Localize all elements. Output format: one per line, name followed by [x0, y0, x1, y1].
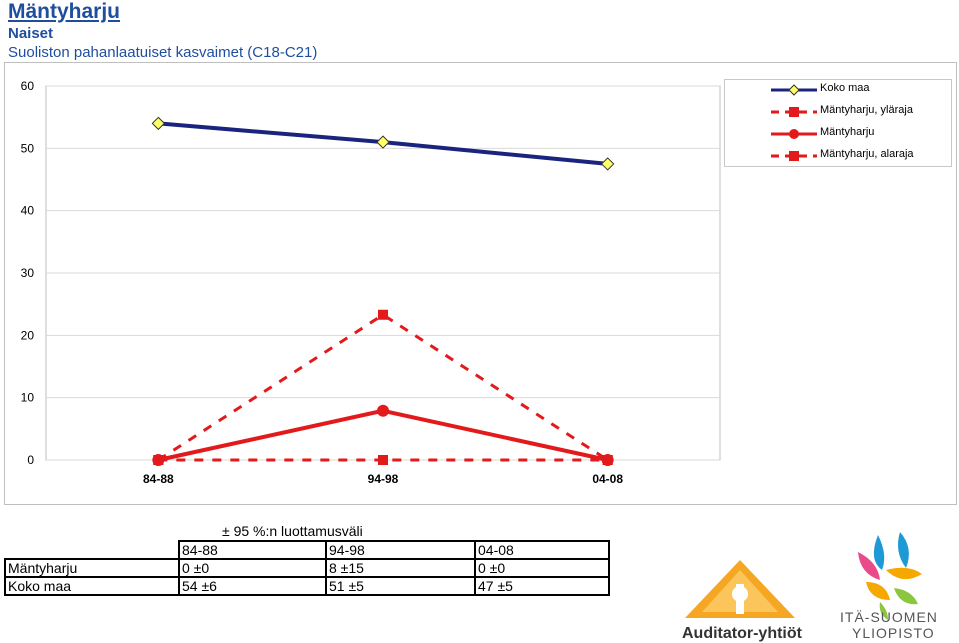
uef-logo: ITÄ-SUOMEN YLIOPISTO [840, 532, 938, 641]
table-cell: 0 ±0 [474, 559, 610, 578]
legend-label: Mäntyharju, yläraja [820, 104, 913, 116]
data-point [600, 157, 615, 171]
legend-label: Mäntyharju [820, 126, 875, 138]
ci-table-header: 94-98 [325, 540, 475, 560]
ci-table-header: 84-88 [178, 540, 326, 560]
ci-table: 84-88 94-98 04-08 Mäntyharju 0 ±0 8 ±15 … [4, 540, 610, 596]
y-tick-label: 0 [27, 453, 34, 467]
table-cell: 51 ±5 [325, 577, 475, 596]
auditator-logo: Auditator-yhtiöt [682, 560, 803, 642]
data-point [377, 404, 389, 417]
ci-table-corner [5, 541, 179, 560]
auditator-logo-text: Auditator-yhtiöt [682, 625, 803, 642]
x-tick-label: 04-08 [592, 472, 623, 486]
data-point [378, 455, 388, 465]
x-tick-label: 94-98 [368, 472, 399, 486]
y-tick-label: 30 [21, 266, 35, 280]
y-tick-label: 40 [21, 204, 35, 218]
legend-item-mantyharju: Mäntyharju [725, 124, 951, 144]
y-tick-label: 60 [21, 79, 35, 93]
y-tick-label: 50 [21, 141, 35, 155]
data-point [376, 135, 390, 149]
data-point [602, 455, 613, 465]
page-description: Suoliston pahanlaatuiset kasvaimet (C18-… [8, 44, 318, 61]
line-chart: 0 10 20 30 40 50 60 84-88 94-98 04-08 [21, 79, 721, 486]
table-cell: 8 ±15 [325, 559, 475, 578]
table-cell: 47 ±5 [474, 577, 610, 596]
data-point [153, 455, 164, 465]
table-cell: 54 ±6 [178, 577, 326, 596]
legend-swatch-ylaraja [771, 107, 817, 117]
table-cell: 0 ±0 [178, 559, 326, 578]
legend-item-koko-maa: Koko maa [725, 80, 951, 100]
legend-item-alaraja: Mäntyharju, alaraja [725, 146, 951, 166]
page-title: Mäntyharju [8, 0, 121, 23]
data-point [151, 116, 166, 131]
uef-logo-text-1: ITÄ-SUOMEN [840, 609, 938, 625]
table-row: Koko maa 54 ±6 51 ±5 47 ±5 [4, 577, 610, 596]
uef-logo-text-2: YLIOPISTO [852, 625, 935, 641]
legend-label: Koko maa [820, 82, 870, 94]
row-label: Mäntyharju [4, 559, 179, 578]
y-tick-label: 10 [21, 391, 35, 405]
ci-table-header: 04-08 [474, 540, 610, 560]
table-row: Mäntyharju 0 ±0 8 ±15 0 ±0 [4, 559, 610, 578]
legend-label: Mäntyharju, alaraja [820, 148, 914, 160]
legend-swatch-alaraja [771, 151, 817, 161]
x-tick-label: 84-88 [143, 472, 174, 486]
row-label: Koko maa [4, 577, 179, 596]
legend-swatch-mantyharju [771, 129, 817, 139]
legend-swatch-koko-maa [771, 84, 817, 96]
legend-item-ylaraja: Mäntyharju, yläraja [725, 102, 951, 122]
ci-table-header-row: 84-88 94-98 04-08 [5, 540, 610, 560]
page-subtitle: Naiset [8, 25, 54, 42]
ci-table-title: ± 95 %:n luottamusväli [222, 523, 363, 539]
chart-legend: Koko maa Mäntyharju, yläraja Mäntyharju … [724, 79, 952, 167]
data-point [378, 309, 388, 320]
y-tick-label: 20 [21, 328, 35, 342]
